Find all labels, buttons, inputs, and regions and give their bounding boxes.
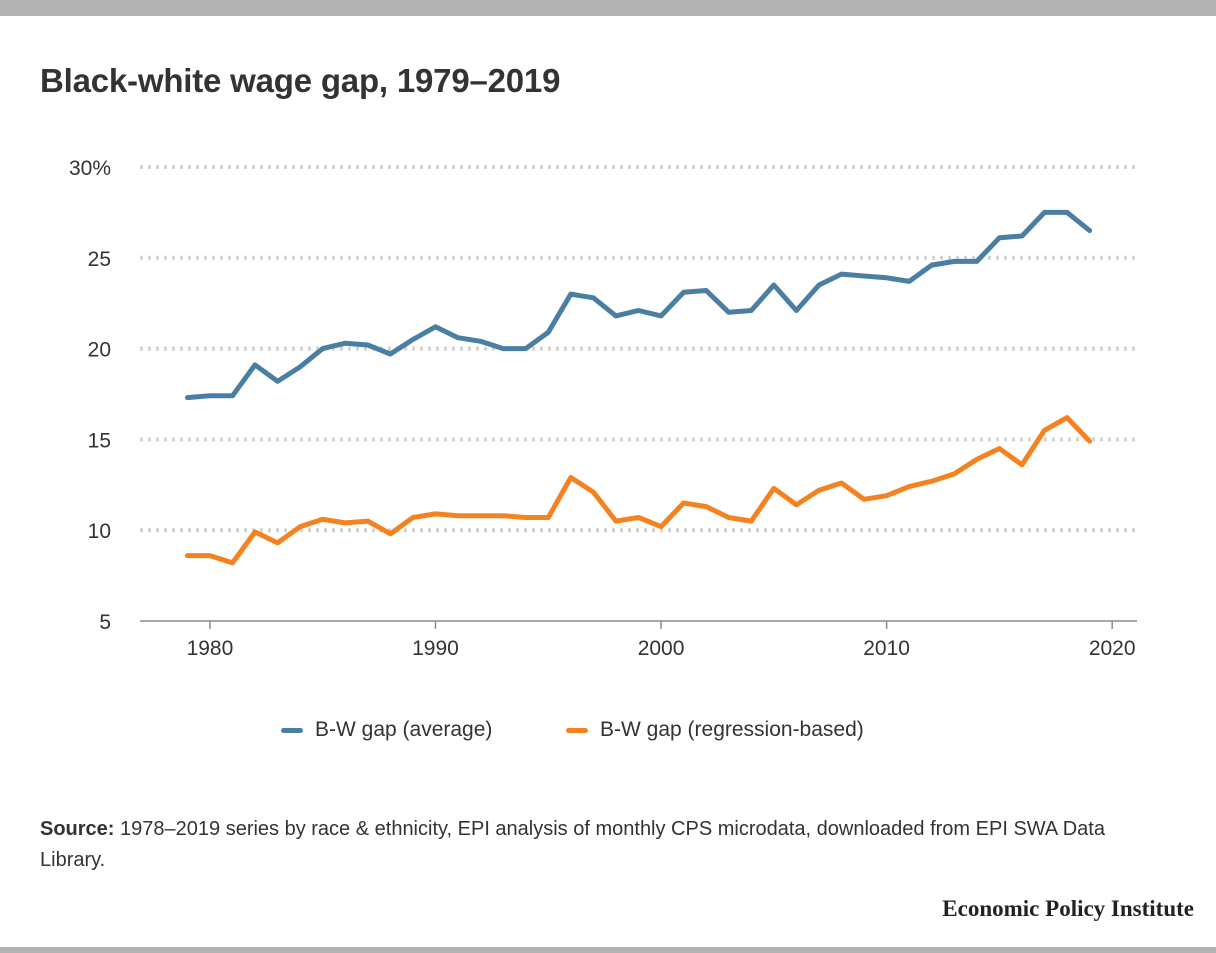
legend-label-average: B-W gap (average) <box>315 718 493 741</box>
series-lines <box>184 209 1093 566</box>
x-tick-label: 2000 <box>638 637 685 660</box>
legend-label-regression: B-W gap (regression-based) <box>600 718 864 741</box>
y-tick-label: 20 <box>88 339 111 362</box>
y-tick-label: 25 <box>88 248 111 271</box>
legend-item-regression: B-W gap (regression-based) <box>566 714 864 746</box>
brand-logo-text: Economic Policy Institute <box>942 896 1194 921</box>
legend-swatch-regression <box>566 727 588 733</box>
x-tick-label: 2020 <box>1089 637 1136 660</box>
legend-swatch-average <box>281 727 303 733</box>
legend-item-average: B-W gap (average) <box>281 714 492 746</box>
source-text: 1978–2019 series by race & ethnicity, EP… <box>40 818 1105 871</box>
series-line-regression <box>184 415 1093 566</box>
x-tick-label: 2010 <box>863 637 910 660</box>
chart-title: Black-white wage gap, 1979–2019 <box>40 62 561 99</box>
series-line-average <box>184 209 1093 401</box>
x-tick-label: 1980 <box>187 637 234 660</box>
legend: B-W gap (average) B-W gap (regression-ba… <box>0 714 1216 746</box>
source-note: Source: 1978–2019 series by race & ethni… <box>40 814 1160 876</box>
source-label: Source: <box>40 818 115 840</box>
bottom-border <box>0 947 1216 953</box>
y-tick-label: 5 <box>99 611 111 634</box>
y-tick-label: 10 <box>88 520 111 543</box>
gridlines <box>140 165 1137 533</box>
top-border <box>0 0 1216 16</box>
y-tick-label: 30% <box>69 157 111 180</box>
line-chart: 30% 25 20 15 10 5 1980 1990 2000 2010 2020 <box>69 157 1137 660</box>
axes: 30% 25 20 15 10 5 1980 1990 2000 2010 2020 <box>69 157 1137 660</box>
x-tick-label: 1990 <box>412 637 459 660</box>
y-tick-label: 15 <box>88 429 111 452</box>
